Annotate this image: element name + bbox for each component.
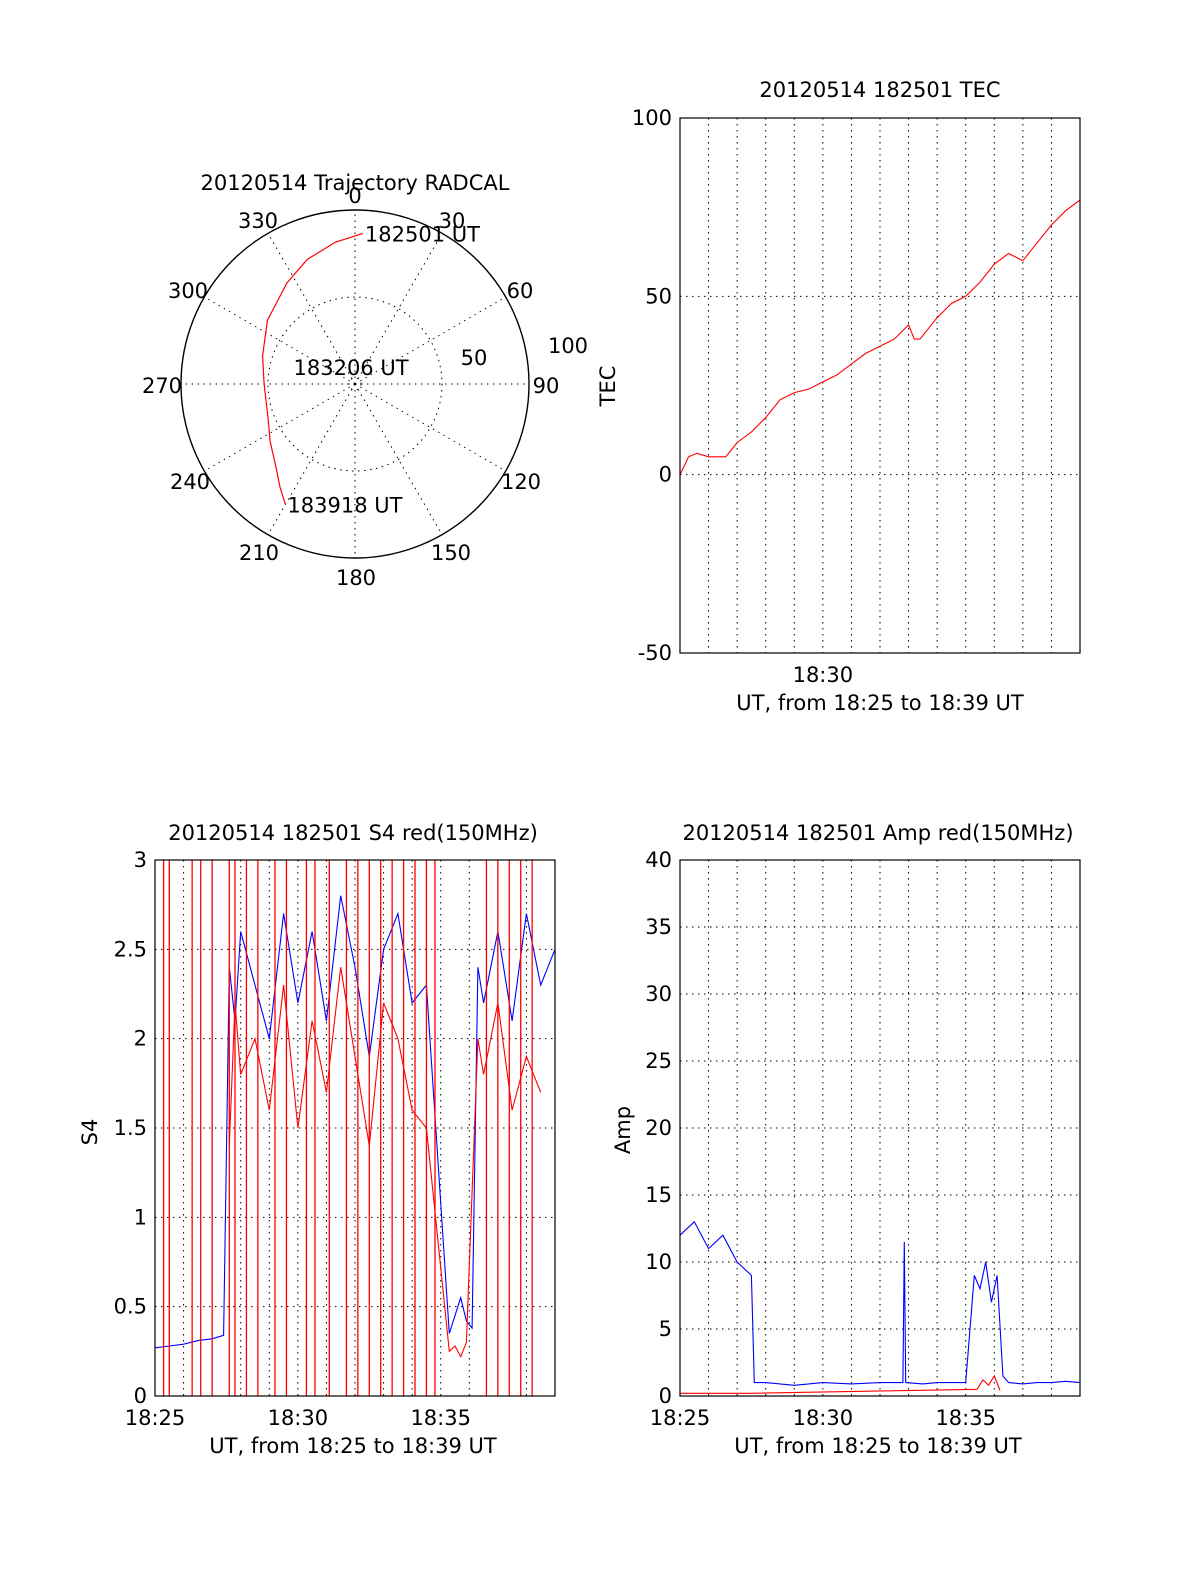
polar-theta-label: 0 xyxy=(348,184,361,208)
s4-title: 20120514 182501 S4 red(150MHz) xyxy=(168,821,538,845)
amp-series-line-1 xyxy=(680,1374,1001,1394)
amp-series-line-0 xyxy=(679,1220,1081,1386)
amp-y-tick-label: 15 xyxy=(645,1183,672,1207)
amp-y-tick-label: 0 xyxy=(659,1384,672,1408)
polar-theta-label: 300 xyxy=(168,279,208,303)
s4-series-line-1 xyxy=(228,967,542,1359)
trajectory-time-label: 182501 UT xyxy=(365,222,480,246)
tec-series xyxy=(679,199,1081,475)
polar-outer-circle xyxy=(180,209,530,559)
amp-tick-labels: 18:25 18:30 18:35 0 5 10 15 20 25 30 35 40 xyxy=(645,848,996,1430)
polar-theta-label: 90 xyxy=(533,374,560,398)
tec-plot-frame xyxy=(679,117,1081,654)
tec-y-tick-label: 50 xyxy=(645,284,672,308)
amp-grid xyxy=(680,860,1080,1396)
polar-theta-label: 60 xyxy=(507,279,534,303)
polar-spoke-60 xyxy=(354,296,506,385)
amp-x-tick-label: 18:25 xyxy=(650,1406,711,1430)
tec-y-tick-label: -50 xyxy=(638,641,672,665)
trajectory-line xyxy=(261,232,364,505)
s4-y-tick-label: 1.5 xyxy=(114,1116,147,1140)
polar-grid xyxy=(180,209,530,559)
trajectory-title: 20120514 Trajectory RADCAL xyxy=(201,171,510,195)
polar-spoke-300 xyxy=(204,296,356,385)
tec-series-line-0 xyxy=(679,199,1081,475)
s4-y-tick-label: 3 xyxy=(134,848,147,872)
polar-radial-label: 100 xyxy=(548,334,588,358)
polar-spoke-240 xyxy=(204,383,356,472)
amp-y-tick-label: 30 xyxy=(645,982,672,1006)
amp-y-tick-label: 25 xyxy=(645,1049,672,1073)
tec-tick-labels: 18:30 -50 0 50 100 xyxy=(632,106,853,687)
polar-theta-label: 210 xyxy=(239,541,279,565)
s4-series-line-0 xyxy=(154,895,556,1349)
s4-y-tick-label: 0 xyxy=(134,1384,147,1408)
s4-grid xyxy=(155,860,555,1396)
polar-spoke-210 xyxy=(267,383,356,535)
trajectory-annotations: 182501 UT 183206 UT 183918 UT xyxy=(287,222,480,517)
polar-radial-label: 50 xyxy=(461,346,488,370)
amp-y-tick-label: 35 xyxy=(645,915,672,939)
s4-tick-labels: 18:25 18:30 18:35 0 0.5 1 1.5 2 2.5 3 xyxy=(114,848,471,1430)
amp-y-tick-label: 10 xyxy=(645,1250,672,1274)
amp-series xyxy=(679,1220,1081,1394)
s4-y-axis-label: S4 xyxy=(78,1119,102,1146)
tec-y-tick-label: 0 xyxy=(659,463,672,487)
tec-x-axis-label: UT, from 18:25 to 18:39 UT xyxy=(736,691,1024,715)
s4-y-tick-label: 1 xyxy=(134,1205,147,1229)
polar-theta-label: 180 xyxy=(336,566,376,590)
tec-panel: 20120514 182501 TEC 18:30 -50 0 50 100 UT, f… xyxy=(596,78,1081,715)
s4-x-tick-label: 18:35 xyxy=(410,1406,471,1430)
polar-theta-label: 330 xyxy=(238,209,278,233)
tec-y-tick-label: 100 xyxy=(632,106,672,130)
s4-plot-frame xyxy=(154,859,556,1397)
trajectory-time-label: 183918 UT xyxy=(287,494,402,518)
polar-theta-label: 150 xyxy=(431,541,471,565)
tec-title: 20120514 182501 TEC xyxy=(759,78,1000,102)
polar-ring-0 xyxy=(267,296,443,472)
tec-y-axis-label: TEC xyxy=(596,366,620,408)
polar-theta-label: 240 xyxy=(170,470,210,494)
s4-panel: 20120514 182501 S4 red(150MHz) 18:25 18:3… xyxy=(78,821,556,1458)
polar-spoke-120 xyxy=(354,383,506,472)
polar-spoke-30 xyxy=(354,233,443,385)
s4-x-tick-label: 18:25 xyxy=(125,1406,186,1430)
polar-labels: 0 30 60 90 120 150 180 210 240 270 300 330 50 100 xyxy=(142,184,588,590)
trajectory-track xyxy=(261,232,364,505)
amp-y-axis-label: Amp xyxy=(611,1106,635,1154)
amp-plot-frame xyxy=(679,859,1081,1397)
amp-title: 20120514 182501 Amp red(150MHz) xyxy=(682,821,1073,845)
s4-x-axis-label: UT, from 18:25 to 18:39 UT xyxy=(209,1434,497,1458)
amp-x-tick-label: 18:30 xyxy=(793,1406,854,1430)
amp-y-tick-label: 5 xyxy=(659,1317,672,1341)
tec-grid xyxy=(680,118,1080,653)
s4-y-tick-label: 0.5 xyxy=(114,1295,147,1319)
polar-theta-label: 270 xyxy=(142,374,182,398)
s4-y-tick-label: 2 xyxy=(134,1027,147,1051)
amp-y-tick-label: 20 xyxy=(645,1116,672,1140)
s4-y-tick-label: 2.5 xyxy=(114,937,147,961)
polar-spoke-150 xyxy=(354,383,443,535)
polar-theta-label: 120 xyxy=(501,470,541,494)
trajectory-time-label: 183206 UT xyxy=(294,356,409,380)
amp-y-tick-label: 40 xyxy=(645,848,672,872)
s4-x-tick-label: 18:30 xyxy=(268,1406,329,1430)
amp-x-axis-label: UT, from 18:25 to 18:39 UT xyxy=(734,1434,1022,1458)
amp-x-tick-label: 18:35 xyxy=(935,1406,996,1430)
trajectory-panel: 20120514 Trajectory RADCAL 0 30 60 90 120 150… xyxy=(142,171,588,590)
s4-series xyxy=(154,860,556,1396)
tec-x-tick-label: 18:30 xyxy=(793,663,854,687)
polar-theta-label: 30 xyxy=(439,209,466,233)
amp-panel: 20120514 182501 Amp red(150MHz) 18:25 18:… xyxy=(611,821,1081,1458)
polar-spoke-330 xyxy=(267,233,356,385)
